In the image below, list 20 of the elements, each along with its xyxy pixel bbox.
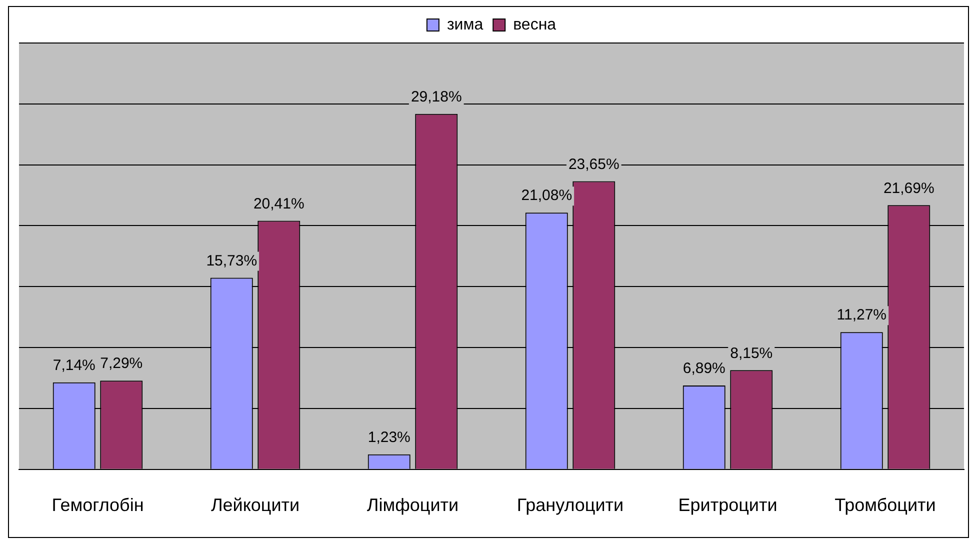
data-label: 20,41% — [253, 195, 304, 212]
x-tick-label: Гранулоцити — [516, 495, 624, 516]
data-label: 29,18% — [410, 88, 462, 106]
data-label: 21,08% — [521, 187, 572, 204]
x-tick-label: Тромбоцити — [834, 495, 936, 516]
data-label: 6,89% — [682, 360, 726, 378]
legend-label: зима — [446, 16, 484, 34]
x-tick-label: Еритроцити — [678, 495, 778, 516]
data-label: 1,23% — [368, 429, 410, 446]
data-label: 11,27% — [836, 306, 887, 324]
data-label: 7,14% — [52, 357, 96, 374]
x-tick-label: Лейкоцити — [210, 495, 300, 516]
data-label: 21,69% — [883, 180, 934, 197]
data-label: 23,65% — [568, 156, 620, 173]
x-tick-label: Гемоглобін — [52, 495, 144, 516]
data-label: 7,29% — [100, 355, 143, 372]
x-tick-label: Лімфоцити — [366, 495, 459, 516]
data-label: 8,15% — [730, 344, 773, 362]
data-label: 15,73% — [206, 252, 258, 270]
legend-label: весна — [513, 16, 556, 34]
